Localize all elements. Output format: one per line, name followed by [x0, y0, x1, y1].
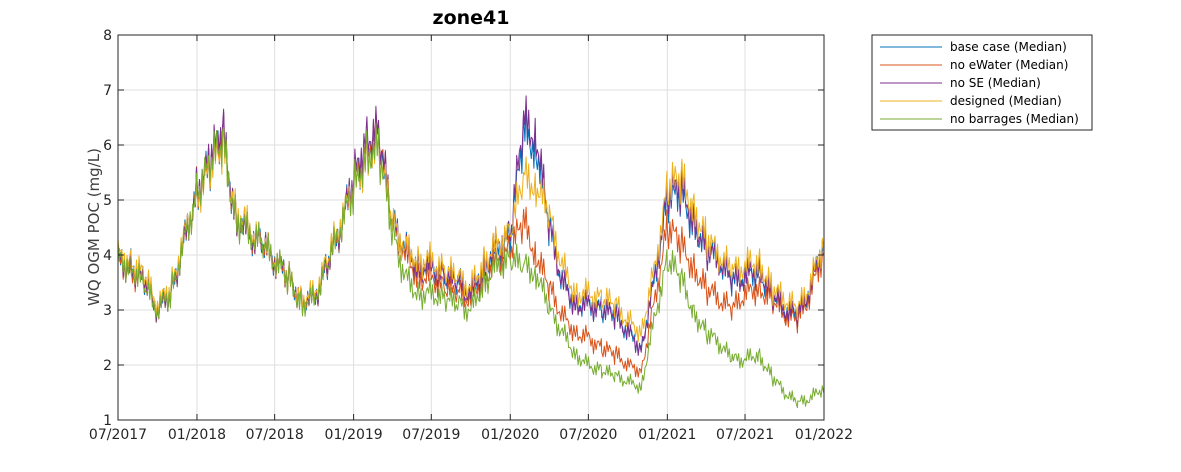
x-tick-label: 01/2019 [325, 427, 383, 443]
series-layer [117, 95, 825, 409]
x-tick-label: 07/2018 [246, 427, 304, 443]
x-tick-label: 07/2019 [402, 427, 460, 443]
y-tick-label: 7 [103, 83, 112, 99]
x-tick-label: 01/2020 [481, 427, 539, 443]
x-tick-label: 07/2017 [89, 427, 147, 443]
y-tick-label: 2 [103, 358, 112, 374]
x-tick-label: 01/2018 [168, 427, 226, 443]
y-tick-label: 3 [103, 303, 112, 319]
x-tick-label: 01/2021 [638, 427, 696, 443]
series-line-5 [117, 122, 825, 409]
y-tick-label: 4 [103, 248, 112, 264]
legend: base case (Median) no eWater (Median) no S… [871, 34, 1093, 131]
legend-entry-label: no SE (Median) [950, 76, 1041, 90]
y-tick-label: 1 [103, 413, 112, 429]
x-tick-label: 01/2022 [795, 427, 853, 443]
y-tick-label: 6 [103, 138, 112, 154]
chart-title: zone41 [433, 7, 510, 29]
y-tick-label: 5 [103, 193, 112, 209]
y-tick-label: 8 [103, 28, 112, 44]
legend-entry-label: designed (Median) [950, 94, 1062, 108]
grid [117, 34, 825, 421]
x-tick-label: 07/2020 [559, 427, 617, 443]
legend-entry-label: no barrages (Median) [950, 112, 1079, 126]
series-line-4 [117, 123, 825, 343]
x-axis: 07/2017 01/2018 07/2018 01/2019 07/2019 01/20… [89, 35, 853, 443]
y-axis: 1 2 3 4 5 6 7 8 [103, 28, 824, 429]
plot-frame [117, 34, 825, 421]
y-axis-label: WQ OGM POC (mg/L) [85, 148, 103, 306]
legend-entry-label: no eWater (Median) [950, 58, 1068, 72]
legend-entry-label: base case (Median) [950, 40, 1067, 54]
x-tick-label: 07/2021 [716, 427, 774, 443]
